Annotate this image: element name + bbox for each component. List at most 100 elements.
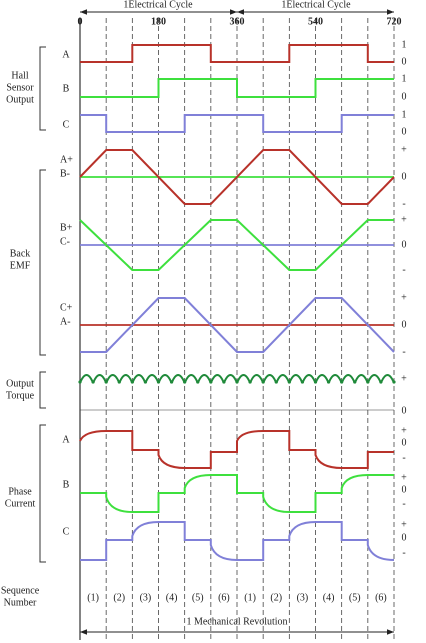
torque-node [340,380,344,384]
level-label: - [402,452,405,463]
group-title: Sensor [6,82,34,93]
bracket [39,371,46,409]
signal-label: C+ [60,302,73,313]
group-title: Number [4,597,37,608]
level-label: - [402,198,405,209]
group-title: Output [6,378,34,389]
waveform [80,297,395,353]
level-label: 0 [402,126,407,137]
bracket [39,169,46,356]
torque-node [366,380,370,384]
signal-label: B [63,479,70,490]
level-label: 0 [402,532,407,543]
torque-node [196,380,200,384]
waveform [80,78,394,98]
level-label: 1 [402,73,407,84]
level-label: + [401,472,407,483]
level-label: + [401,214,407,225]
group-title: Output [6,94,34,105]
waveform [79,149,395,205]
torque-node [104,380,108,384]
group-title: Current [5,498,36,509]
sequence-step: (4) [166,592,178,603]
torque-node [117,380,121,384]
level-label: - [402,498,405,509]
signal-label: B [63,83,70,94]
content: 1Electrical Cycle 1Electrical Cycle 0 180 36… [1,0,407,640]
torque-node [326,380,331,384]
level-label: + [401,373,407,384]
level-label: 0 [402,239,407,250]
sequence-step: (5) [192,592,204,603]
bracket [39,46,46,131]
phase-current [80,521,395,561]
level-label: 0 [402,319,407,330]
torque-node [379,380,383,384]
level-label: 0 [402,437,407,448]
torque-node [91,380,95,384]
level-label: - [402,547,405,558]
level-label: + [401,519,407,530]
sequence-step: (3) [140,592,152,603]
waveform [79,219,394,271]
angle-label: 360 [230,16,245,27]
waveform [80,114,394,133]
torque-node [169,380,174,384]
torque-node [300,380,305,384]
sequence-step: (3) [297,592,309,603]
cycle-label: 1Electrical Cycle [123,0,193,10]
torque-node [130,380,134,384]
group-title: EMF [10,260,31,271]
sequence-step: (1) [87,592,99,603]
signal-label: B+ [60,222,73,233]
level-label: + [401,292,407,303]
torque-node [222,380,226,384]
torque-ripple [79,374,395,384]
signal-label: C [63,526,70,537]
bracket [39,424,46,563]
cycle-label: 1Electrical Cycle [281,0,351,10]
signal-label: B- [60,168,70,179]
level-label: 0 [402,91,407,102]
signal-label: A [62,49,70,60]
torque-node [353,380,357,384]
sequence-step: (6) [218,592,230,603]
sequence-step: (2) [113,592,125,603]
level-label: 0 [402,56,407,67]
level-label: - [402,264,405,275]
torque-node [274,380,278,384]
level-label: - [402,346,405,357]
signal-label: A [62,434,70,445]
signal-label: A+ [60,154,73,165]
signal-label: C- [60,236,70,247]
angle-label: 180 [151,16,166,27]
level-label: 0 [402,171,407,182]
group-title: Hall [11,70,28,81]
waveform [80,44,394,63]
torque-node [143,380,148,384]
level-label: 0 [402,484,407,495]
signal-label: A- [60,316,71,327]
sequence-step: (6) [375,592,387,603]
group-title: Phase [8,486,32,497]
signal-label: C [63,119,70,130]
torque-node [183,380,187,384]
phase-current [79,430,394,469]
revolution-label: 1 Mechanical Revolution [186,616,287,627]
torque-node [235,380,239,384]
angle-label: 540 [308,16,323,27]
angle-label: 0 [78,16,83,27]
group-title: Back [10,248,31,259]
torque-node [248,380,252,384]
level-label: + [401,144,407,155]
torque-node [313,380,318,384]
torque-node [261,380,265,384]
level-label: 1 [402,109,407,120]
phase-current [80,474,394,513]
group-title: Sequence [1,585,40,596]
sequence-step: (5) [349,592,361,603]
sequence-step: (2) [270,592,282,603]
group-title: Torque [6,390,35,401]
torque-node [209,380,213,384]
